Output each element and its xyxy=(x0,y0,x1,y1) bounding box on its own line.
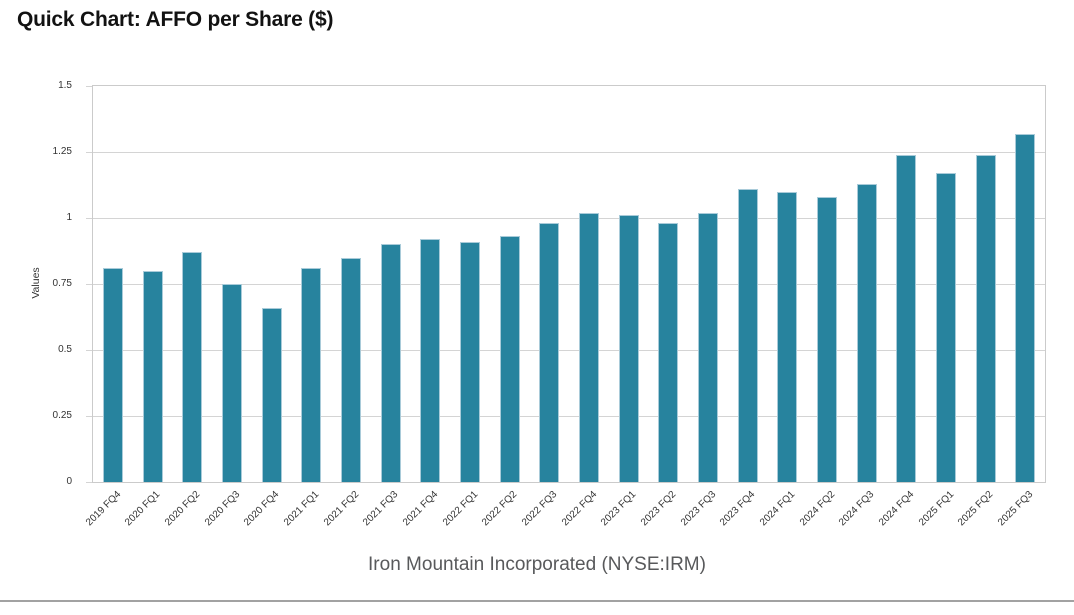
x-tick-label: 2024 FQ2 xyxy=(797,489,837,529)
x-tick-label: 2019 FQ4 xyxy=(83,489,123,529)
x-tick-label: 2020 FQ4 xyxy=(241,489,281,529)
x-tick-label: 2022 FQ3 xyxy=(519,489,559,529)
x-tick-label: 2021 FQ3 xyxy=(360,489,400,529)
bar-2019-fq4[interactable] xyxy=(103,268,123,482)
bar-2021-fq1[interactable] xyxy=(301,268,321,482)
x-tick-label: 2021 FQ1 xyxy=(281,489,321,529)
bar-2022-fq4[interactable] xyxy=(579,213,599,482)
bar-2024-fq2[interactable] xyxy=(817,197,837,482)
bar-2023-fq4[interactable] xyxy=(738,189,758,482)
bar-2024-fq1[interactable] xyxy=(777,192,797,482)
y-tick-label: 0 xyxy=(66,476,72,487)
bar-2024-fq4[interactable] xyxy=(896,155,916,482)
y-tick-label: 1.5 xyxy=(58,80,72,91)
bar-2025-fq2[interactable] xyxy=(976,155,996,482)
bar-2020-fq3[interactable] xyxy=(222,284,242,482)
gridline xyxy=(93,416,1045,417)
bar-2022-fq3[interactable] xyxy=(539,223,559,482)
gridline xyxy=(93,218,1045,219)
x-tick-label: 2025 FQ3 xyxy=(995,489,1035,529)
chart-title: Quick Chart: AFFO per Share ($) xyxy=(17,8,334,31)
chart-subtitle: Iron Mountain Incorporated (NYSE:IRM) xyxy=(368,554,706,575)
bar-2025-fq3[interactable] xyxy=(1015,134,1035,482)
bar-2024-fq3[interactable] xyxy=(857,184,877,482)
x-tick-label: 2020 FQ3 xyxy=(202,489,242,529)
y-tick-label: 0.75 xyxy=(52,278,72,289)
y-tick-mark xyxy=(86,416,92,417)
bar-2023-fq1[interactable] xyxy=(619,215,639,482)
bar-2023-fq3[interactable] xyxy=(698,213,718,482)
y-tick-mark xyxy=(86,86,92,87)
x-tick-label: 2024 FQ1 xyxy=(757,489,797,529)
x-tick-label: 2023 FQ3 xyxy=(678,489,718,529)
y-tick-mark xyxy=(86,218,92,219)
plot-area xyxy=(92,85,1046,483)
bar-2022-fq2[interactable] xyxy=(500,236,520,482)
gridline xyxy=(93,284,1045,285)
y-tick-mark xyxy=(86,152,92,153)
x-tick-label: 2023 FQ2 xyxy=(638,489,678,529)
y-tick-mark xyxy=(86,350,92,351)
x-tick-label: 2024 FQ3 xyxy=(836,489,876,529)
x-tick-label: 2022 FQ4 xyxy=(559,489,599,529)
y-tick-mark xyxy=(86,284,92,285)
bar-2023-fq2[interactable] xyxy=(658,223,678,482)
x-tick-label: 2021 FQ4 xyxy=(400,489,440,529)
y-tick-label: 0.25 xyxy=(52,410,72,421)
y-tick-label: 0.5 xyxy=(58,344,72,355)
y-axis-title: Values xyxy=(30,267,42,299)
gridline xyxy=(93,350,1045,351)
bar-2022-fq1[interactable] xyxy=(460,242,480,482)
x-tick-label: 2023 FQ1 xyxy=(598,489,638,529)
x-tick-label: 2025 FQ1 xyxy=(916,489,956,529)
y-tick-label: 1 xyxy=(66,212,72,223)
bar-2021-fq2[interactable] xyxy=(341,258,361,482)
x-tick-label: 2024 FQ4 xyxy=(876,489,916,529)
bar-2020-fq1[interactable] xyxy=(143,271,163,482)
y-tick-label: 1.25 xyxy=(52,146,72,157)
bar-2020-fq4[interactable] xyxy=(262,308,282,482)
bar-2020-fq2[interactable] xyxy=(182,252,202,482)
bar-2021-fq3[interactable] xyxy=(381,244,401,482)
bottom-divider xyxy=(0,600,1074,602)
x-tick-label: 2020 FQ2 xyxy=(162,489,202,529)
bar-2021-fq4[interactable] xyxy=(420,239,440,482)
x-tick-label: 2022 FQ2 xyxy=(479,489,519,529)
gridline xyxy=(93,152,1045,153)
y-tick-mark xyxy=(86,482,92,483)
x-tick-label: 2022 FQ1 xyxy=(440,489,480,529)
x-tick-label: 2020 FQ1 xyxy=(122,489,162,529)
x-tick-label: 2023 FQ4 xyxy=(717,489,757,529)
bar-2025-fq1[interactable] xyxy=(936,173,956,482)
x-tick-label: 2021 FQ2 xyxy=(321,489,361,529)
x-tick-label: 2025 FQ2 xyxy=(955,489,995,529)
